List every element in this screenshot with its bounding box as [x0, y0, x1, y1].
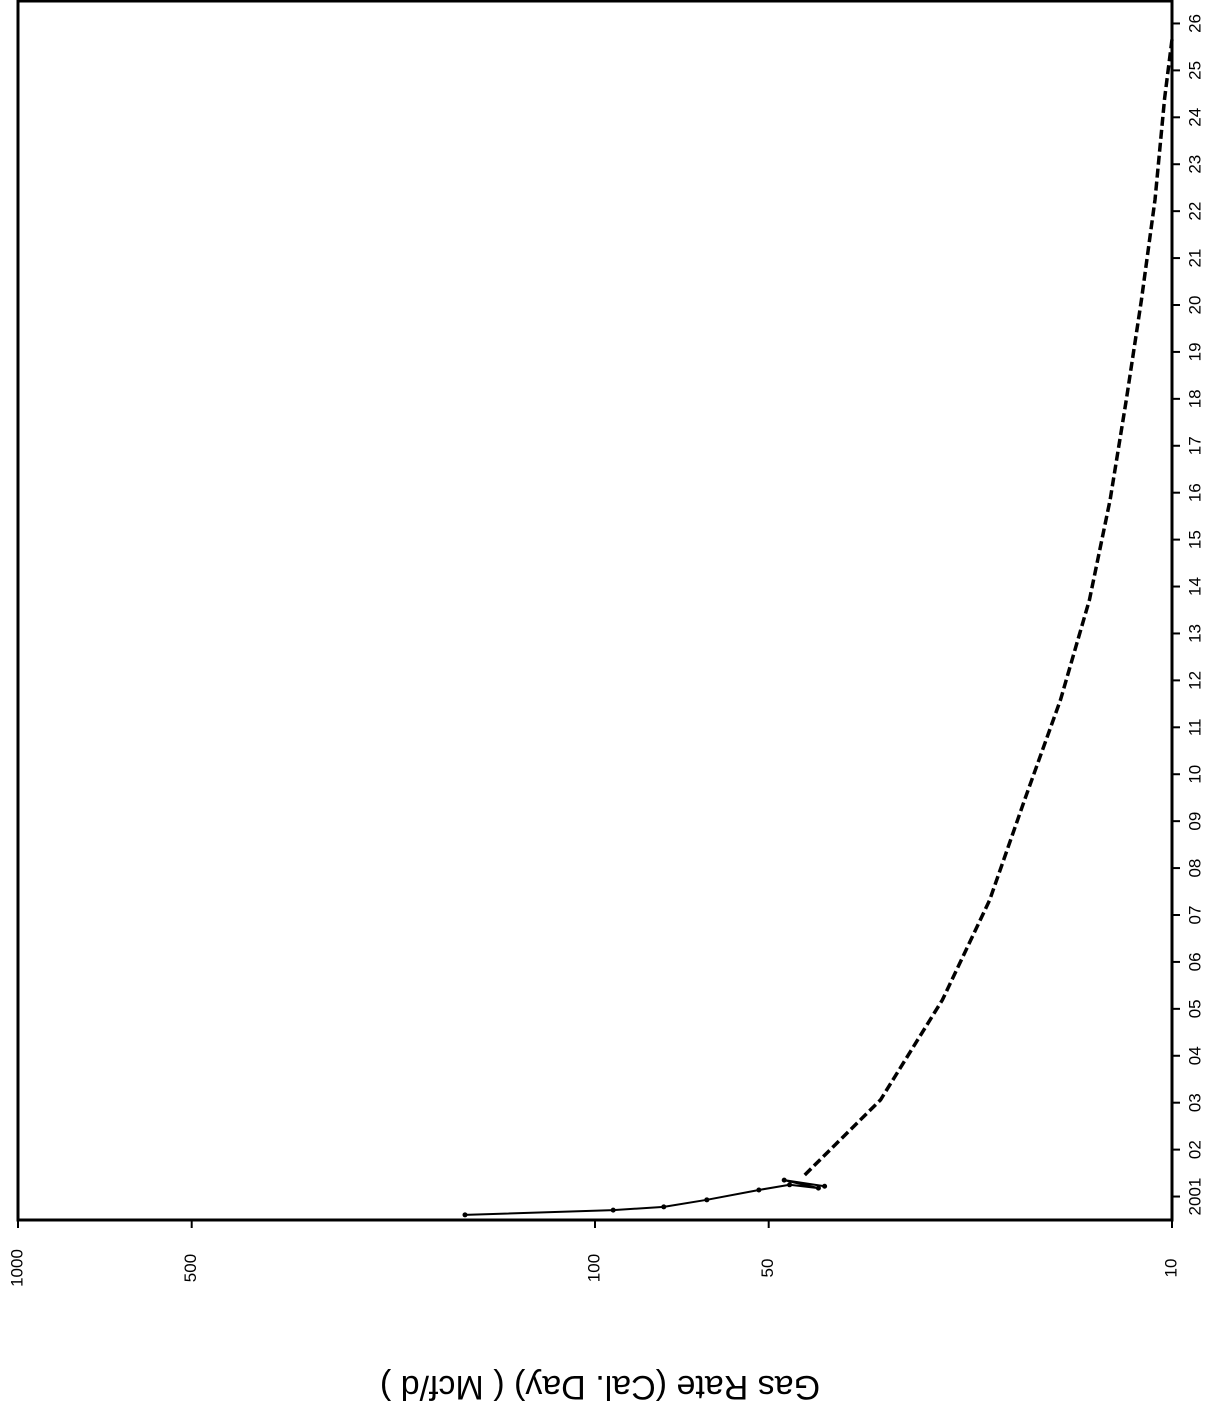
- x-tick-label: 02: [1185, 1140, 1204, 1159]
- x-tick-label: 23: [1185, 155, 1204, 174]
- x-tick-label: 06: [1185, 952, 1204, 971]
- x-tick-label: 26: [1185, 14, 1204, 33]
- y-tick-label: 500: [181, 1254, 200, 1282]
- x-tick-label: 10: [1185, 765, 1204, 784]
- x-tick-label: 04: [1185, 1046, 1204, 1065]
- y-tick-label: 10: [1161, 1259, 1180, 1278]
- data-point: [756, 1187, 762, 1193]
- data-point: [704, 1197, 710, 1203]
- x-tick-label: 09: [1185, 812, 1204, 831]
- x-tick-label: 25: [1185, 61, 1204, 80]
- x-tick-label: 15: [1185, 530, 1204, 549]
- x-tick-label: 07: [1185, 906, 1204, 925]
- y-axis-title: Gas Rate (Cal. Day) ( Mcf/d ): [380, 1368, 820, 1406]
- data-point: [661, 1204, 667, 1210]
- x-tick-label: 08: [1185, 859, 1204, 878]
- data-point: [610, 1207, 616, 1213]
- x-tick-label: 24: [1185, 108, 1204, 127]
- x-tick-label: 21: [1185, 249, 1204, 268]
- y-tick-label: 50: [758, 1259, 777, 1278]
- data-point: [815, 1185, 821, 1191]
- x-tick-label: 14: [1185, 577, 1204, 596]
- data-point: [462, 1212, 468, 1218]
- data-point: [781, 1177, 787, 1183]
- series-line: [803, 39, 1174, 1177]
- x-tick-label: 17: [1185, 436, 1204, 455]
- x-tick-label: 22: [1185, 202, 1204, 221]
- x-tick-label: 20: [1185, 296, 1204, 315]
- series-line: [464, 1179, 825, 1216]
- x-tick-label: 2001: [1185, 1178, 1204, 1216]
- x-tick-label: 12: [1185, 671, 1204, 690]
- y-tick-label: 1000: [7, 1249, 26, 1287]
- data-point: [822, 1183, 828, 1189]
- x-tick-label: 16: [1185, 483, 1204, 502]
- y-tick-label: 100: [584, 1254, 603, 1282]
- x-tick-label: 13: [1185, 624, 1204, 643]
- x-tick-label: 05: [1185, 999, 1204, 1018]
- plot-frame: [16, 0, 1174, 1222]
- x-tick-label: 19: [1185, 342, 1204, 361]
- x-tick-label: 11: [1185, 718, 1204, 736]
- x-tick-label: 18: [1185, 389, 1204, 408]
- x-tick-label: 03: [1185, 1093, 1204, 1112]
- data-point: [787, 1182, 793, 1188]
